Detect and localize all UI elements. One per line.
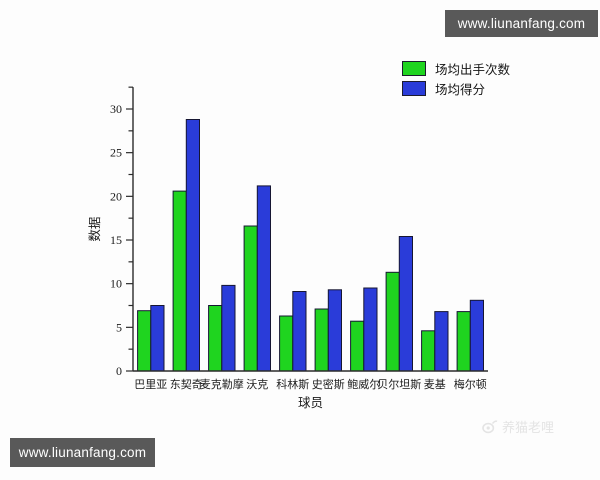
x-tick-label: 贝尔坦斯 (377, 377, 421, 391)
bar-场均出手次数-贝尔坦斯 (385, 271, 400, 372)
x-tick-label: 科林斯 (276, 377, 309, 391)
faint-corner-watermark: 养猫老哩 (480, 417, 554, 436)
bar-场均得分-梅尔顿 (469, 299, 484, 372)
legend-label-points: 场均得分 (435, 83, 486, 97)
bar-场均得分-麦基 (434, 311, 449, 372)
bar-场均出手次数-科林斯 (279, 315, 294, 372)
bar-场均得分-科林斯 (292, 291, 307, 372)
faint-watermark-text: 养猫老哩 (502, 420, 555, 435)
bar-场均出手次数-巴里亚 (137, 310, 152, 372)
bar-场均得分-沃克 (256, 185, 271, 372)
y-tick-label: 30 (110, 102, 122, 116)
bar-场均得分-麦克勒摩 (221, 284, 236, 372)
y-tick-label: 25 (110, 146, 122, 160)
bar-场均出手次数-麦克勒摩 (208, 305, 223, 372)
legend-swatch-green (402, 61, 426, 76)
legend-label-shots: 场均出手次数 (435, 63, 511, 77)
x-tick-label: 沃克 (246, 378, 268, 391)
bar-场均得分-巴里亚 (150, 305, 165, 372)
y-tick-label: 10 (110, 277, 122, 291)
y-tick-label: 5 (116, 320, 122, 334)
watermark-badge-top-right: www.liunanfang.com (445, 10, 598, 37)
bar-场均得分-贝尔坦斯 (398, 236, 413, 372)
legend-swatch-blue (402, 81, 426, 96)
bar-场均出手次数-麦基 (421, 330, 436, 372)
bar-场均得分-鲍威尔 (363, 287, 378, 372)
y-tick-label: 20 (110, 189, 122, 203)
x-tick-label: 巴里亚 (134, 378, 167, 391)
chart-legend: 场均出手次数 场均得分 (402, 60, 510, 97)
bar-场均出手次数-东契奇 (172, 190, 187, 372)
y-tick-label: 15 (110, 233, 122, 247)
weibo-eye-icon (480, 419, 498, 434)
watermark-badge-bottom-left: www.liunanfang.com (10, 438, 155, 467)
x-axis-title: 球员 (298, 396, 323, 410)
x-tick-label: 麦克勒摩 (200, 377, 244, 391)
x-tick-label: 麦基 (424, 378, 446, 391)
y-axis-title: 数据 (87, 217, 102, 242)
bar-场均出手次数-史密斯 (314, 308, 329, 372)
bar-场均出手次数-沃克 (243, 225, 258, 372)
bar-场均得分-东契奇 (185, 119, 201, 372)
bar-场均出手次数-鲍威尔 (350, 320, 365, 372)
bar-场均得分-史密斯 (327, 289, 342, 372)
x-tick-label: 史密斯 (312, 377, 345, 391)
x-tick-label: 梅尔顿 (454, 377, 487, 391)
bar-场均出手次数-梅尔顿 (456, 311, 471, 372)
legend-entry-points: 场均得分 (402, 80, 510, 97)
y-tick-label: 0 (116, 364, 122, 378)
x-tick-label: 东契奇 (170, 377, 203, 391)
legend-entry-shots: 场均出手次数 (402, 60, 510, 77)
x-tick-label: 鲍威尔 (347, 377, 380, 391)
